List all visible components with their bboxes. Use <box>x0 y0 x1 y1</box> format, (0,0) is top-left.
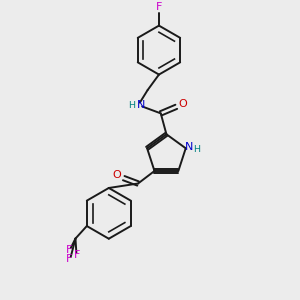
Text: F: F <box>66 254 72 264</box>
Text: F: F <box>74 250 80 260</box>
Text: H: H <box>194 145 201 154</box>
Text: F: F <box>156 2 162 12</box>
Text: H: H <box>128 100 135 109</box>
Text: O: O <box>113 170 122 180</box>
Text: N: N <box>185 142 194 152</box>
Text: F: F <box>66 245 72 255</box>
Text: O: O <box>178 99 187 110</box>
Text: N: N <box>136 100 145 110</box>
